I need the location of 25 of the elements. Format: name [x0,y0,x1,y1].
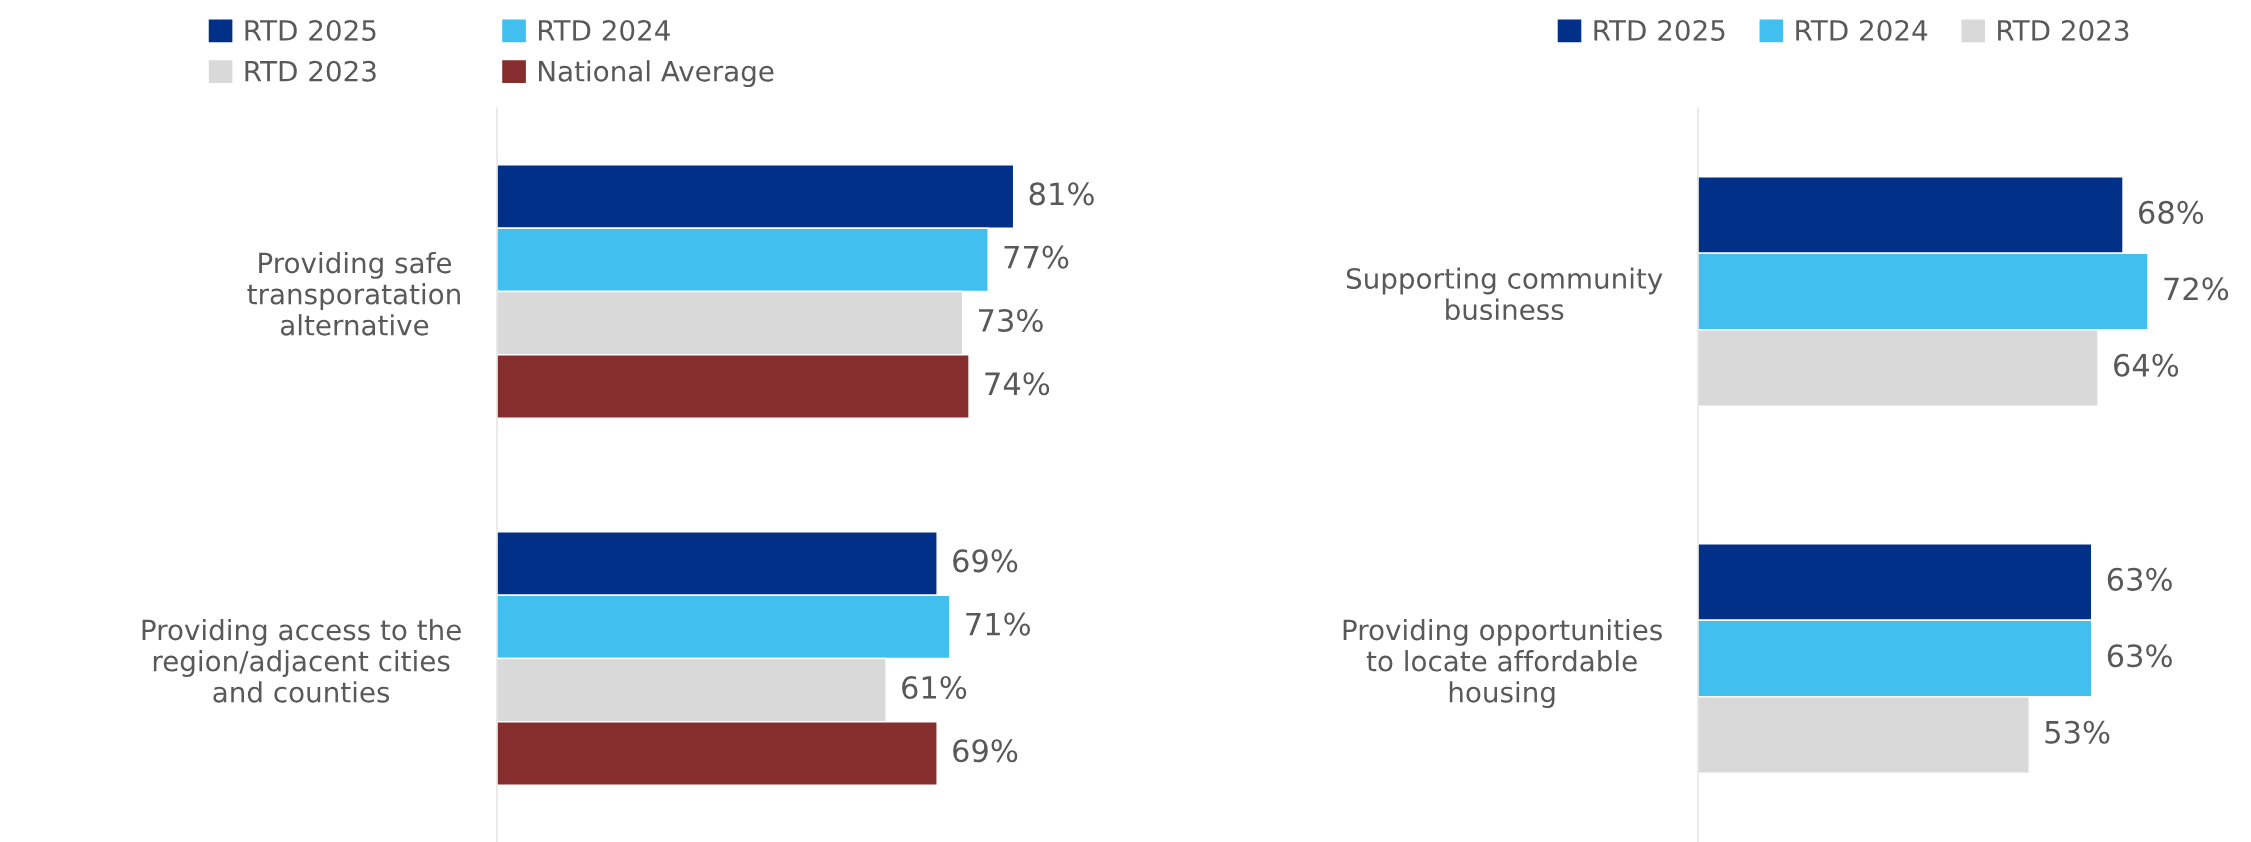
data-label: 77% [1004,245,1069,269]
legend-label: RTD 2023 [1998,19,2129,41]
data-label: 73% [979,308,1043,333]
data-label: 69% [953,739,1018,763]
y-tick-label: Supporting community business [1346,267,1663,321]
y-tick-label: Providing opportunities to locate affordable housing [1343,618,1662,709]
legend-label: RTD 2023 [245,60,376,82]
data-label: 68% [2139,200,2204,224]
data-label: 64% [2114,353,2179,377]
legend-label: RTD 2025 [245,19,376,41]
legend-label: RTD 2025 [1594,19,1725,41]
data-label: 74% [985,372,1050,396]
data-label: 71% [966,612,1030,636]
data-label: 63% [2107,644,2172,668]
data-label: 53% [2045,720,2110,744]
data-label: 63% [2107,567,2172,591]
legend-label: RTD 2024 [1796,19,1928,41]
legend-label: RTD 2024 [539,19,670,41]
legend-label: National Average [539,60,774,88]
y-tick-label: Providing safe transporatation alternative [247,251,460,336]
data-label: 61% [902,675,967,700]
y-tick-label: Providing access to the region/adjacent cities and counties [142,618,461,703]
data-label: 69% [953,549,1018,573]
data-label: 81% [1029,182,1094,206]
data-label: 72% [2164,277,2229,301]
